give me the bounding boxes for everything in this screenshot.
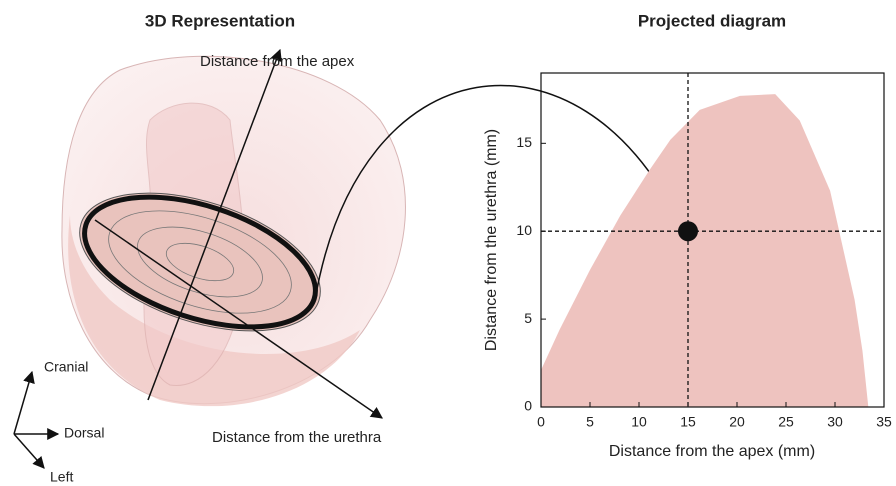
y-tick-label: 15 [516,134,532,150]
y-axis-label: Distance from the urethra (mm) [483,129,500,351]
direction-label: Dorsal [64,425,104,441]
point [678,221,698,241]
y-tick-label: 0 [524,398,532,414]
x-tick-label: 5 [586,414,594,430]
panel-title: 3D Representation [145,11,295,30]
region [541,94,868,407]
x-tick-label: 20 [729,414,745,430]
chart-title: Projected diagram [638,11,786,30]
axis-annotation: Distance from the apex [200,53,355,70]
plot-area: 0 5 10 15 20 25 30 35 0 5 10 15 [516,73,892,430]
y-tick-label: 5 [524,310,532,326]
x-tick-label: 10 [631,414,647,430]
figure: 3D Representation Distance from the apex… [0,0,896,486]
y-tick-label: 10 [516,222,532,238]
axis-annotation: Distance from the urethra [212,429,382,446]
x-tick-label: 0 [537,414,545,430]
direction-label: Cranial [44,359,88,375]
direction-label: Left [50,469,73,485]
x-axis-label: Distance from the apex (mm) [609,443,815,460]
x-tick-label: 30 [827,414,843,430]
x-tick-label: 25 [778,414,794,430]
x-tick-label: 35 [876,414,892,430]
x-tick-label: 15 [680,414,696,430]
